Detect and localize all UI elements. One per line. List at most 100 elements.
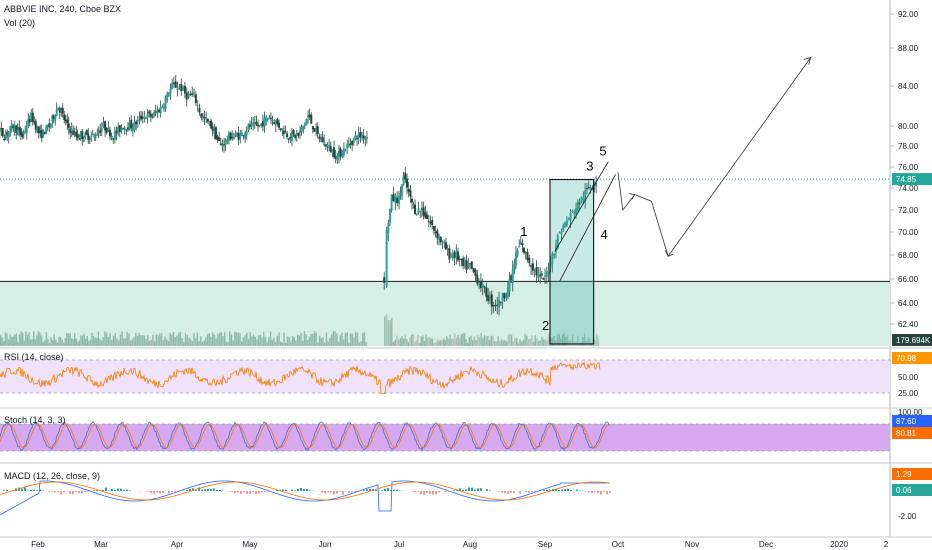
volume-bar: [475, 339, 477, 346]
candle-body: [37, 126, 40, 134]
candle-body: [118, 125, 121, 132]
volume-bar: [515, 338, 518, 346]
candle-body: [55, 109, 58, 116]
candle-body: [415, 213, 418, 215]
macd-hist-bar: [198, 487, 200, 491]
volume-bar: [449, 334, 451, 346]
volume-bar: [444, 340, 446, 346]
macd-hist-bar: [375, 490, 377, 491]
volume-bar: [290, 341, 292, 346]
macd-hist-bar: [486, 489, 488, 491]
candle-body: [399, 193, 402, 195]
candle-body: [483, 286, 486, 288]
macd-hist-bar: [204, 489, 206, 491]
price-tick-label: 84.00: [898, 82, 919, 91]
macd-hist-bar: [291, 489, 293, 491]
candle-body: [311, 126, 314, 130]
candle-body: [571, 210, 574, 212]
volume-bar: [521, 341, 523, 346]
volume-bar: [531, 335, 533, 346]
candle-body: [94, 136, 97, 138]
candle-body: [12, 125, 15, 129]
candle-body: [537, 273, 540, 279]
candle-body: [31, 112, 34, 123]
candle-body: [40, 129, 43, 139]
candle-body: [278, 122, 281, 128]
volume-bar: [23, 340, 25, 346]
volume-bar: [389, 320, 391, 346]
price-tick-label: 62.40: [898, 320, 919, 329]
candle-body: [562, 225, 565, 231]
rsi-value-label: 70.98: [896, 354, 917, 363]
volume-bar: [358, 342, 360, 346]
volume-bar: [553, 335, 555, 346]
candle-body: [406, 178, 409, 188]
candle-body: [469, 263, 471, 265]
volume-bar: [29, 339, 32, 346]
volume-bar: [264, 336, 267, 346]
volume-bar: [121, 331, 123, 346]
volume-bar: [123, 338, 125, 346]
candle-body: [479, 281, 482, 289]
volume-bar: [33, 331, 35, 346]
macd-hist-bar: [330, 491, 332, 493]
macd-hist-bar: [18, 487, 20, 491]
candle-body: [226, 140, 229, 142]
price-tick-label: 66.00: [898, 275, 919, 284]
projection-arrowhead: [803, 56, 812, 65]
macd-hist-bar: [462, 489, 464, 491]
candle-body: [151, 116, 154, 118]
candle-body: [43, 131, 46, 135]
candle-body: [412, 204, 415, 206]
volume-bar: [157, 335, 159, 346]
volume-bar: [327, 341, 329, 346]
x-axis-label: Feb: [31, 540, 45, 549]
volume-bar: [261, 337, 263, 346]
volume-legend: Vol (20): [4, 18, 36, 28]
volume-bar: [544, 339, 547, 346]
volume-bar: [225, 341, 228, 346]
volume-bar: [410, 334, 413, 346]
volume-bar: [239, 333, 241, 346]
candle-body: [146, 113, 149, 118]
volume-bar: [257, 335, 260, 346]
volume-bar: [554, 340, 557, 346]
volume-bar: [25, 331, 27, 346]
macd-hist-bar: [300, 487, 302, 491]
price-tick-label: 78.00: [898, 142, 919, 151]
candle-body: [326, 145, 329, 147]
candle-body: [564, 222, 567, 228]
candle-body: [85, 130, 88, 135]
candle-body: [498, 299, 501, 308]
candle-body: [508, 278, 511, 292]
candle-body: [324, 144, 327, 147]
volume-bar: [3, 341, 5, 346]
volume-bar: [467, 342, 469, 346]
candle-body: [390, 194, 393, 211]
macd-hist-bar: [306, 488, 308, 491]
candle-body: [315, 128, 318, 131]
volume-bar: [362, 332, 364, 346]
volume-bar: [482, 338, 484, 346]
macd-hist-bar: [546, 489, 548, 491]
macd-hist-bar: [369, 488, 371, 491]
candle-body: [162, 106, 165, 110]
candle-body: [164, 98, 167, 109]
volume-bar: [135, 332, 137, 346]
volume-bar: [169, 332, 171, 346]
candle-body: [115, 130, 118, 134]
volume-bar: [159, 333, 161, 346]
volume-bar: [269, 331, 272, 346]
volume-bar: [97, 331, 100, 346]
candle-body: [97, 131, 100, 134]
volume-bar: [212, 332, 214, 346]
macd-hist-bar: [54, 491, 56, 493]
volume-bar: [4, 332, 7, 346]
volume-bar: [9, 334, 11, 346]
volume-bar: [213, 334, 216, 346]
candle-body: [247, 124, 250, 131]
volume-bar: [303, 331, 306, 346]
candle-body: [249, 124, 251, 127]
macd-hist-bar: [63, 491, 65, 493]
